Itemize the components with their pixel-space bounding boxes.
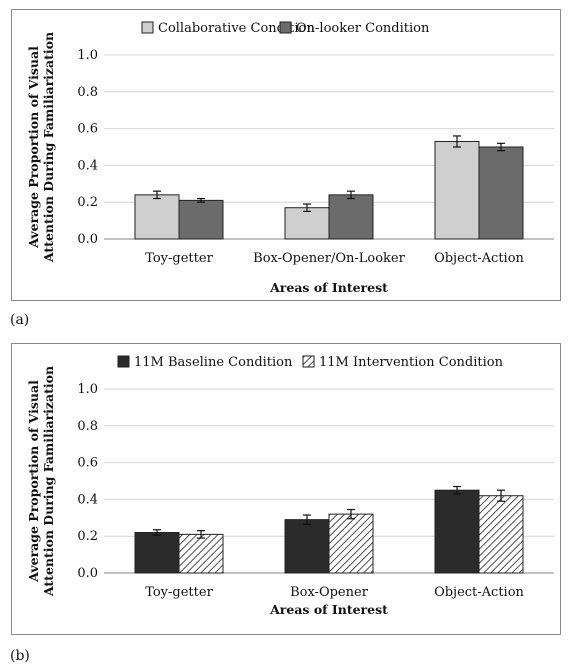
bar	[178, 533, 224, 574]
chart-panel-b: 0.0 0.2 0.4 0.6 0.8 1.0 Toy-getter Box-Opener Ob…	[11, 343, 561, 635]
y-tick-label: 1.0	[77, 382, 98, 397]
y-tick-label: 0.8	[77, 419, 98, 434]
y-tick-label: 0.6	[77, 456, 98, 471]
category-label: Object-Action	[434, 251, 524, 266]
chart-a-svg: 0.0 0.2 0.4 0.6 0.8 1.0 Toy-getter Box-Opener/O…	[26, 21, 554, 295]
y-tick-label: 1.0	[77, 48, 98, 63]
bar	[328, 513, 374, 574]
legend-swatch	[117, 355, 130, 368]
legend-label: 11M Intervention Condition	[319, 355, 504, 370]
bar	[134, 194, 180, 240]
legend-label: Collaborative Condition	[158, 21, 315, 36]
y-tick-label: 0.2	[77, 529, 98, 544]
y-tick-label: 0.4	[77, 158, 98, 173]
chart-panel-a: 0.0 0.2 0.4 0.6 0.8 1.0 Toy-getter Box-Opener/O…	[11, 9, 561, 301]
bar	[478, 495, 524, 574]
y-axis-title: Average Proportion of Visual	[26, 46, 41, 249]
bar	[434, 140, 480, 240]
panel-label-a: (a)	[10, 312, 30, 328]
x-axis-title: Areas of Interest	[269, 280, 388, 295]
y-tick-label: 0.2	[77, 195, 98, 210]
y-tick-label: 0.0	[77, 232, 98, 247]
chart-b-svg: 0.0 0.2 0.4 0.6 0.8 1.0 Toy-getter Box-Opener Ob…	[26, 355, 554, 617]
x-axis-title: Areas of Interest	[269, 602, 388, 617]
y-tick-label: 0.6	[77, 122, 98, 137]
bar	[134, 532, 180, 574]
bar	[178, 199, 224, 240]
legend-swatch	[141, 21, 154, 34]
bar	[434, 489, 480, 574]
legend-swatch	[302, 355, 315, 368]
panel-label-b: (b)	[10, 648, 30, 664]
y-axis-title: Attention During Familiarization	[41, 32, 56, 263]
y-axis-title: Average Proportion of Visual	[26, 380, 41, 583]
category-label: Box-Opener/On-Looker	[253, 251, 405, 266]
y-axis-title: Attention During Familiarization	[41, 366, 56, 597]
bar	[284, 207, 330, 240]
category-label: Box-Opener	[290, 585, 369, 600]
y-tick-label: 0.4	[77, 492, 98, 507]
y-tick-label: 0.0	[77, 566, 98, 581]
bar	[328, 194, 374, 240]
bar	[478, 146, 524, 240]
legend-label: On-looker Condition	[296, 21, 430, 36]
legend-label: 11M Baseline Condition	[134, 355, 293, 370]
bar	[284, 519, 330, 574]
y-tick-label: 0.8	[77, 85, 98, 100]
legend-swatch	[279, 21, 292, 34]
category-label: Toy-getter	[145, 251, 213, 266]
category-label: Toy-getter	[145, 585, 213, 600]
category-label: Object-Action	[434, 585, 524, 600]
